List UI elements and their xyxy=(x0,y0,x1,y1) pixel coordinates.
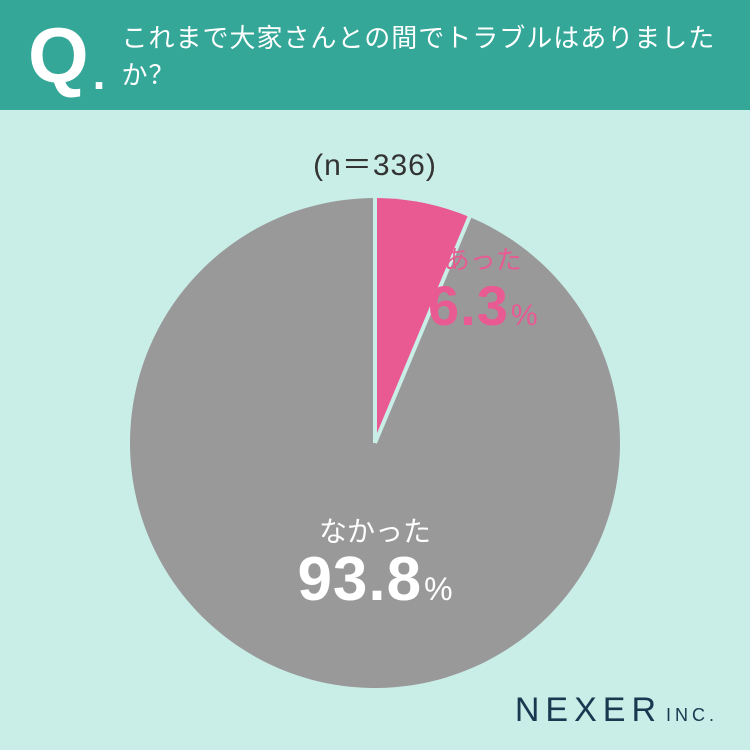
question-text: これまで大家さんとの間でトラブルはありましたか？ xyxy=(121,18,722,92)
logo-primary: NEXER xyxy=(515,691,662,729)
q-mark: Q xyxy=(28,16,87,94)
sample-size-label: (n＝336) xyxy=(0,140,750,184)
slice-yes-pct: % xyxy=(511,299,538,332)
slice-label-yes: あった 6.3% xyxy=(428,240,538,338)
slice-no-text: なかった xyxy=(0,510,750,550)
chart-area: (n＝336) あった 6.3% なかった 93.8% NEXERINC. xyxy=(0,110,750,750)
brand-logo: NEXERINC. xyxy=(515,691,718,730)
question-header: Q . これまで大家さんとの間でトラブルはありましたか？ xyxy=(0,0,750,110)
slice-no-value: 93.8 xyxy=(297,545,422,614)
slice-yes-text: あった xyxy=(428,240,538,277)
q-dot: . xyxy=(93,50,106,96)
slice-yes-value: 6.3 xyxy=(428,274,509,337)
logo-secondary: INC. xyxy=(666,705,718,725)
slice-label-no: なかった 93.8% xyxy=(0,510,750,615)
slice-no-pct: % xyxy=(424,571,452,607)
